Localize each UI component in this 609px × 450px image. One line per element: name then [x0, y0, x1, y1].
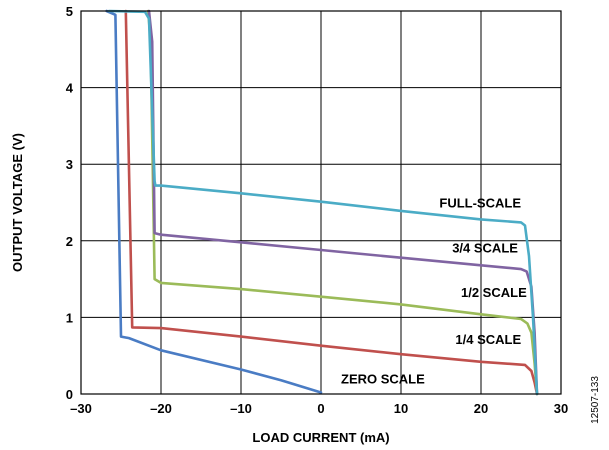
- series-label: FULL-SCALE: [439, 196, 521, 211]
- plot-frame: [80, 10, 562, 395]
- series-labels: FULL-SCALE 3/4 SCALE 1/2 SCALE 1/4 SCALE ZER…: [341, 196, 527, 387]
- x-tick-label: 30: [554, 401, 568, 416]
- y-tick-labels: 0 1 2 3 4 5: [66, 4, 74, 402]
- y-axis-label: OUTPUT VOLTAGE (V): [10, 133, 25, 272]
- series-label: 3/4 SCALE: [452, 241, 518, 256]
- x-tick-label: 20: [474, 401, 488, 416]
- y-tick-label: 1: [66, 310, 73, 325]
- series-line-full-scale: [107, 9, 539, 396]
- x-tick-label: –10: [230, 401, 252, 416]
- series-label: 1/2 SCALE: [461, 285, 527, 300]
- chart-grid: [81, 11, 561, 394]
- y-tick-label: 3: [66, 157, 73, 172]
- x-axis-label: LOAD CURRENT (mA): [252, 430, 389, 445]
- series-line-1-4-scale: [124, 9, 539, 396]
- figure-id: 12507-133: [590, 376, 601, 424]
- y-tick-label: 4: [66, 81, 74, 96]
- series-label: ZERO SCALE: [341, 372, 425, 387]
- series-line-1-2-scale: [146, 9, 539, 396]
- series-line-zero-scale: [105, 9, 323, 394]
- y-tick-label: 2: [66, 234, 73, 249]
- x-tick-label: –30: [70, 401, 92, 416]
- chart-series: [105, 9, 539, 396]
- y-tick-label: 5: [66, 4, 73, 19]
- x-tick-label: 0: [317, 401, 324, 416]
- x-tick-label: –20: [150, 401, 172, 416]
- y-tick-label: 0: [66, 387, 73, 402]
- x-tick-label: 10: [394, 401, 408, 416]
- x-tick-labels: –30 –20 –10 0 10 20 30: [70, 401, 568, 416]
- series-label: 1/4 SCALE: [455, 332, 521, 347]
